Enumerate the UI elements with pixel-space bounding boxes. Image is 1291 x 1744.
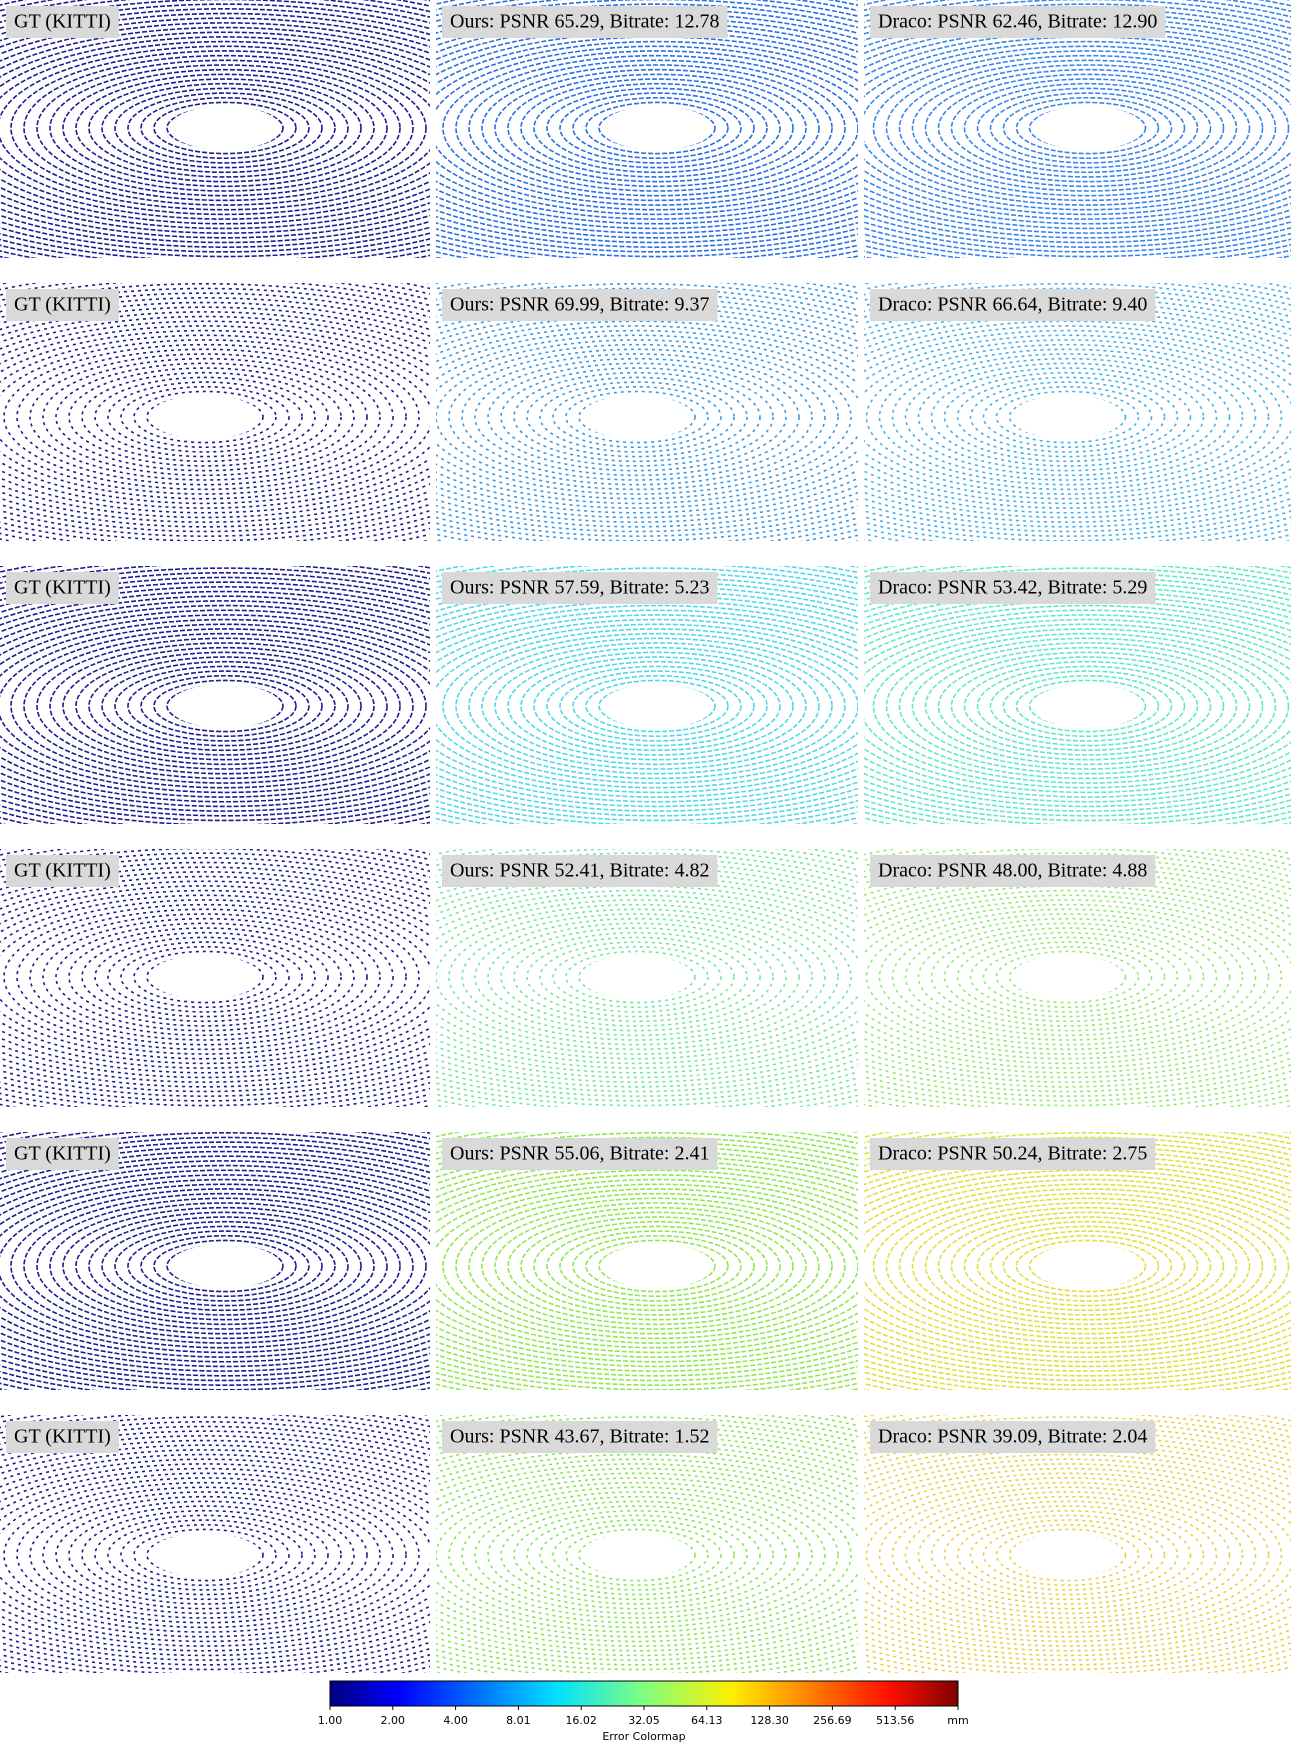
panel: Draco: PSNR 53.42, Bitrate: 5.29 <box>640 545 1291 868</box>
scan-ring <box>0 853 549 1101</box>
panel-label: GT (KITTI) <box>14 860 111 882</box>
panel-label: Ours: PSNR 55.06, Bitrate: 2.41 <box>450 1143 709 1165</box>
center-hole <box>1032 1244 1144 1288</box>
panel-label: Draco: PSNR 48.00, Bitrate: 4.88 <box>878 860 1147 882</box>
scan-ring <box>744 4 1291 252</box>
point-cloud <box>640 0 1291 289</box>
scan-ring <box>0 293 549 541</box>
panel-label: GT (KITTI) <box>14 577 111 599</box>
scan-ring <box>0 1431 549 1679</box>
center-hole <box>1012 395 1124 439</box>
center-hole <box>169 106 281 150</box>
scan-ring <box>0 1142 569 1390</box>
center-hole <box>149 395 261 439</box>
panel-label: Ours: PSNR 65.29, Bitrate: 12.78 <box>450 11 719 33</box>
center-hole <box>1032 684 1144 728</box>
colorbar-tick-label: 513.56 <box>876 1714 915 1727</box>
panel-label: Draco: PSNR 62.46, Bitrate: 12.90 <box>878 11 1157 33</box>
panel-label: Ours: PSNR 69.99, Bitrate: 9.37 <box>450 294 709 316</box>
panel-label: GT (KITTI) <box>14 294 111 316</box>
colorbar-gradient <box>330 1681 958 1706</box>
colorbar-tick-label: 256.69 <box>813 1714 852 1727</box>
body: GT (KITTI) Ours: PSNR 65.29, Bitrate: 12.… <box>0 0 1291 1744</box>
center-hole <box>601 106 713 150</box>
center-hole <box>1032 106 1144 150</box>
center-hole <box>581 395 693 439</box>
center-hole <box>1012 955 1124 999</box>
colorbar-tick-label: 32.05 <box>628 1714 660 1727</box>
center-hole <box>149 955 261 999</box>
panel-label: Draco: PSNR 53.42, Bitrate: 5.29 <box>878 577 1147 599</box>
colorbar-tick-label: 64.13 <box>691 1714 723 1727</box>
scan-ring <box>0 858 536 1096</box>
scan-ring <box>666 0 1291 280</box>
scan-ring <box>0 303 523 532</box>
scan-ring <box>692 0 1291 271</box>
panel-label: Draco: PSNR 39.09, Bitrate: 2.04 <box>878 1426 1147 1448</box>
center-hole <box>169 684 281 728</box>
scan-ring <box>744 1142 1291 1390</box>
panel-label: Ours: PSNR 52.41, Bitrate: 4.82 <box>450 860 709 882</box>
center-hole <box>1012 1533 1124 1577</box>
panel: Draco: PSNR 50.24, Bitrate: 2.75 <box>640 1105 1291 1428</box>
panel-label: Ours: PSNR 57.59, Bitrate: 5.23 <box>450 577 709 599</box>
colorbar-tick-label: 16.02 <box>565 1714 597 1727</box>
panel-label: Draco: PSNR 66.64, Bitrate: 9.40 <box>878 294 1147 316</box>
colorbar-tick-label: 4.00 <box>443 1714 468 1727</box>
scan-ring <box>0 863 523 1092</box>
panel-label: GT (KITTI) <box>14 1426 111 1448</box>
center-hole <box>169 1244 281 1288</box>
center-hole <box>581 955 693 999</box>
scan-ring <box>0 0 621 271</box>
scan-ring <box>0 582 569 830</box>
scan-ring <box>731 577 1291 834</box>
colorbar-tick-label: 128.30 <box>750 1714 789 1727</box>
scan-ring <box>731 1137 1291 1394</box>
colorbar: 1.00 2.00 4.00 8.01 16.02 32.05 64.13 128.30 256… <box>318 1681 969 1743</box>
center-hole <box>581 1533 693 1577</box>
colorbar-unit: mm <box>947 1714 968 1727</box>
figure: GT (KITTI) Ours: PSNR 65.29, Bitrate: 12.… <box>0 0 1291 1744</box>
panel-label: GT (KITTI) <box>14 11 111 33</box>
colorbar-tick-label: 1.00 <box>318 1714 343 1727</box>
scan-ring <box>0 4 569 252</box>
panel-label: Draco: PSNR 50.24, Bitrate: 2.75 <box>878 1143 1147 1165</box>
colorbar-title: Error Colormap <box>602 1730 685 1743</box>
colorbar-tick-label: 2.00 <box>381 1714 406 1727</box>
scan-ring <box>0 298 536 536</box>
page: {"rows":[ {"panels":[{"label":"GT (KITTI… <box>0 0 1291 1744</box>
scan-ring <box>0 1441 523 1670</box>
colorbar-tick-label: 8.01 <box>506 1714 531 1727</box>
panel-label: GT (KITTI) <box>14 1143 111 1165</box>
scan-ring <box>0 1436 536 1674</box>
center-hole <box>601 684 713 728</box>
center-hole <box>601 1244 713 1288</box>
panel-label: Ours: PSNR 43.67, Bitrate: 1.52 <box>450 1426 709 1448</box>
scan-ring <box>744 582 1291 830</box>
panel: Draco: PSNR 62.46, Bitrate: 12.90 <box>640 0 1291 289</box>
scan-ring <box>731 0 1291 257</box>
panel: Ours: PSNR 65.29, Bitrate: 12.78 <box>209 0 1105 289</box>
point-cloud <box>209 0 1105 289</box>
center-hole <box>149 1533 261 1577</box>
